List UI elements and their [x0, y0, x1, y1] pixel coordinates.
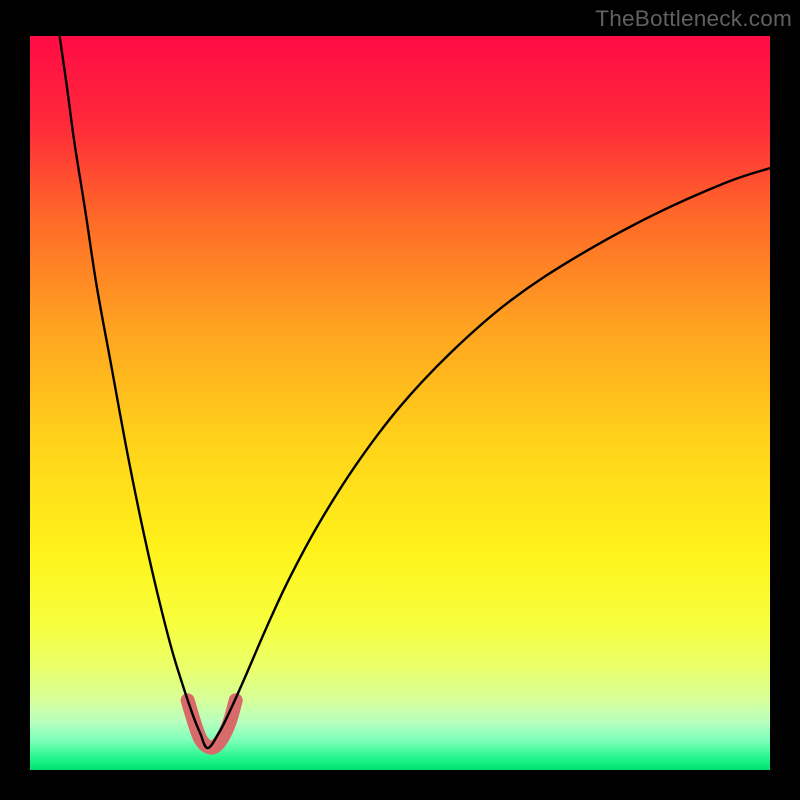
bottleneck-curve: [60, 36, 770, 748]
chart-stage: { "meta": { "watermark_text": "TheBottle…: [0, 0, 800, 800]
watermark-text: TheBottleneck.com: [595, 6, 792, 32]
highlight-segment: [188, 700, 236, 747]
curve-layer: [30, 36, 770, 770]
plot-area: [30, 36, 770, 770]
